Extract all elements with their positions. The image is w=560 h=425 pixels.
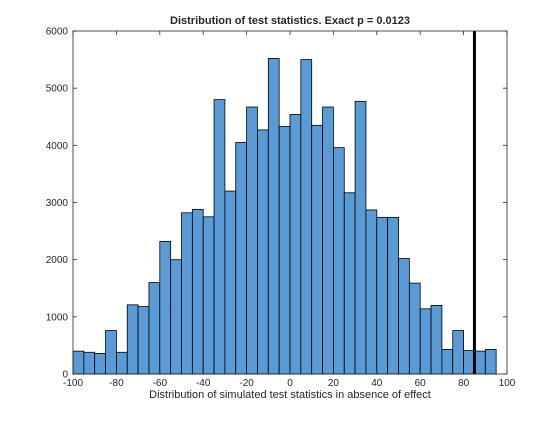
histogram-bar	[267, 58, 280, 375]
histogram-bar	[246, 106, 258, 375]
histogram-bar	[105, 330, 117, 375]
histogram-bar	[408, 282, 421, 375]
y-tick-label: 4000	[46, 141, 69, 152]
x-axis-label: Distribution of simulated test statistic…	[149, 389, 431, 401]
y-tick-label: 3000	[46, 198, 69, 209]
histogram-bar	[170, 259, 182, 375]
x-tick-label: 40	[371, 378, 383, 389]
histogram-bar	[278, 126, 291, 375]
y-axis-ticks: 0 1000 2000 3000 4000 5000 6000	[46, 27, 507, 381]
y-tick-label: 0	[62, 370, 68, 381]
histogram-bar	[116, 351, 128, 375]
x-axis-ticks: -100 -80 -60 -40 -20 0 20 40 60 80 100	[63, 31, 516, 389]
chart-title: Distribution of test statistics. Exact p…	[170, 15, 410, 27]
histogram-bar	[398, 258, 410, 375]
x-tick-label: -100	[63, 378, 83, 389]
histogram-bar	[224, 190, 237, 375]
y-tick-label: 5000	[46, 84, 69, 95]
histogram-bar	[181, 212, 193, 375]
histogram-bar	[137, 306, 150, 375]
histogram-bar	[365, 209, 378, 375]
histogram-bar	[94, 353, 106, 375]
histogram-bar	[191, 208, 204, 375]
histogram-bar	[289, 114, 302, 375]
histogram-bar	[126, 304, 139, 375]
histogram-bar	[159, 240, 172, 375]
x-tick-label: -60	[153, 378, 168, 389]
y-tick-label: 1000	[46, 312, 69, 323]
histogram-bar	[441, 349, 454, 375]
histogram-bar	[72, 350, 85, 375]
histogram-bar	[257, 129, 269, 375]
x-tick-label: 80	[458, 378, 470, 389]
y-tick-label: 2000	[46, 255, 69, 266]
histogram-bar	[213, 99, 226, 375]
histogram-bar	[300, 59, 313, 375]
histogram-bar	[83, 351, 96, 375]
histogram-bar	[311, 124, 323, 375]
histogram-bar	[202, 216, 215, 375]
histogram-bar	[376, 216, 389, 375]
x-tick-label: 60	[415, 378, 427, 389]
histogram-bar	[452, 330, 465, 375]
histogram-bar	[322, 106, 334, 375]
histogram-bar	[419, 308, 432, 375]
x-tick-label: -20	[239, 378, 254, 389]
x-tick-label: 0	[287, 378, 293, 389]
histogram-bar	[474, 350, 486, 375]
x-tick-label: -80	[109, 378, 124, 389]
histogram-bar	[148, 282, 161, 375]
y-tick-label: 6000	[46, 27, 69, 38]
x-tick-label: 100	[499, 378, 516, 389]
histogram-bar	[430, 304, 443, 375]
histogram-bar	[235, 142, 248, 375]
histogram-bar	[354, 100, 367, 375]
histogram-bar	[387, 216, 399, 375]
histogram-bar	[463, 350, 475, 375]
x-tick-label: -40	[196, 378, 211, 389]
histogram-bar	[343, 192, 356, 375]
histogram-bar	[332, 147, 345, 375]
x-tick-label: 20	[328, 378, 340, 389]
histogram-bar	[484, 349, 497, 375]
